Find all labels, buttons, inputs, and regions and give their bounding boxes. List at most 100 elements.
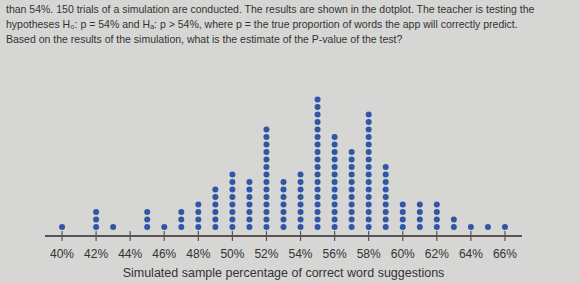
dot [315,224,321,230]
x-tick [436,231,437,241]
dot [434,217,440,223]
x-tick [96,231,97,241]
x-tick [232,231,233,241]
dot [93,224,99,230]
dot [366,187,372,193]
x-tick [198,231,199,241]
dot [212,202,218,208]
dot [366,172,372,178]
x-tick [61,231,62,241]
dot [366,217,372,223]
dot [417,224,423,230]
dot [315,134,321,140]
dot [315,209,321,215]
dot [281,209,287,215]
dot [315,149,321,155]
x-tick-label: 46% [152,247,176,261]
dot [332,194,338,200]
chart: than 54%. 150 trials of a simulation are… [0,0,580,283]
dot [298,172,304,178]
x-tick-label: 60% [391,247,415,261]
x-tick-label: 52% [254,247,278,261]
dot [332,142,338,148]
dot [315,217,321,223]
dot [59,224,65,230]
dot [332,164,338,170]
dot [349,157,355,163]
dot [263,134,269,140]
dot [366,209,372,215]
dot [263,202,269,208]
dot [332,224,338,230]
dot [144,224,150,230]
dot [332,157,338,163]
x-tick [368,231,369,241]
dot [417,209,423,215]
dot [451,224,457,230]
dot [315,187,321,193]
dot [468,224,474,230]
dot [178,224,184,230]
dot [400,209,406,215]
dot [400,202,406,208]
x-tick [504,231,505,241]
dot [212,187,218,193]
dot [485,224,491,230]
question-text: than 54%. 150 trials of a simulation are… [6,3,535,15]
dot [400,217,406,223]
dot [451,217,457,223]
dot [298,202,304,208]
dot [383,202,389,208]
dot [315,142,321,148]
x-tick [300,231,301,241]
dot [298,217,304,223]
dot [315,119,321,125]
x-tick [266,231,267,241]
dot [315,112,321,118]
dot [212,217,218,223]
dot [281,202,287,208]
dot [281,217,287,223]
dot [195,224,201,230]
dot [263,224,269,230]
dot [263,194,269,200]
dot [298,179,304,185]
dot [246,217,252,223]
dot [315,172,321,178]
dot [366,224,372,230]
dot [298,209,304,215]
dot [332,149,338,155]
dot [383,172,389,178]
x-tick-label: 48% [186,247,210,261]
dot [263,157,269,163]
dot [281,194,287,200]
dot [246,179,252,185]
dot [349,187,355,193]
x-tick-label: 62% [425,247,449,261]
dot [229,202,235,208]
dot [366,164,372,170]
dot [383,209,389,215]
dot [229,172,235,178]
x-tick [470,231,471,241]
dot [298,187,304,193]
dot [263,209,269,215]
dot [366,202,372,208]
dot [229,224,235,230]
dot [212,209,218,215]
x-tick [334,231,335,241]
dot [178,209,184,215]
dot [246,187,252,193]
dot [349,149,355,155]
x-axis-label: Simulated sample percentage of correct w… [123,266,445,280]
x-tick-label: 50% [220,247,244,261]
dot [281,179,287,185]
dot [434,209,440,215]
dot [229,209,235,215]
x-axis [45,235,522,237]
x-tick-label: 58% [357,247,381,261]
dot [349,224,355,230]
dot [332,202,338,208]
dot [383,217,389,223]
x-tick-label: 56% [323,247,347,261]
